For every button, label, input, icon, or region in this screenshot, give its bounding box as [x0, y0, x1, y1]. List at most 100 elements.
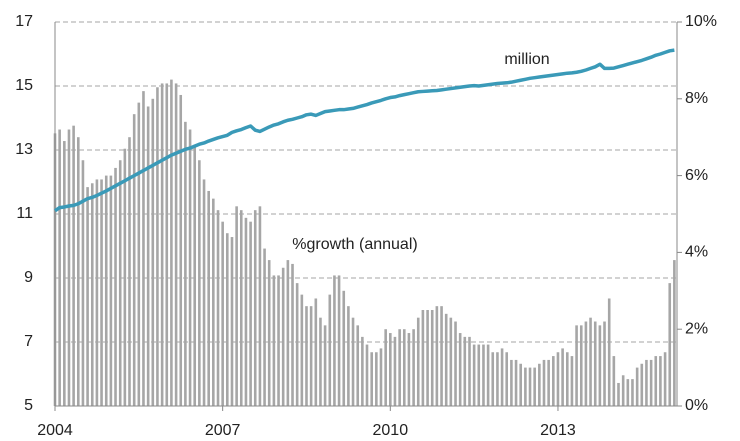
bar: [379, 348, 383, 406]
bar: [281, 267, 285, 406]
bar: [575, 325, 578, 406]
bar: [137, 102, 141, 406]
bar: [230, 237, 234, 406]
bar: [621, 375, 625, 406]
bar: [491, 352, 495, 406]
bar: [258, 206, 262, 406]
bar: [277, 275, 280, 406]
bar: [617, 382, 620, 406]
series-label: million: [504, 51, 549, 68]
bar: [90, 183, 94, 406]
bar: [272, 275, 276, 406]
bar: [389, 333, 392, 406]
bar: [649, 359, 653, 406]
bar: [156, 87, 159, 406]
bar: [244, 217, 248, 406]
y2-tick-label: 2%: [685, 320, 708, 337]
y2-tick-label: 8%: [685, 90, 708, 107]
bar: [640, 363, 644, 406]
bar: [486, 344, 490, 406]
bar: [607, 298, 611, 406]
bar: [295, 283, 299, 406]
bar: [249, 221, 252, 406]
line: [54, 48, 675, 213]
bar: [514, 359, 518, 406]
bar: [104, 175, 108, 406]
bar: [170, 79, 173, 406]
bar: [160, 83, 164, 406]
y2-tick-label: 4%: [685, 244, 708, 261]
bar: [552, 356, 555, 406]
bar: [393, 336, 397, 406]
bar: [225, 233, 229, 406]
bar: [430, 310, 434, 406]
bar: [626, 379, 630, 406]
bar: [174, 83, 178, 406]
bar: [86, 187, 89, 406]
bar: [58, 129, 61, 406]
bar: [63, 141, 66, 407]
bar: [347, 306, 350, 406]
bar: [556, 352, 560, 406]
bar: [402, 329, 406, 406]
bar: [184, 121, 187, 406]
bar: [565, 352, 569, 406]
bar: [631, 379, 634, 406]
bar: [179, 94, 183, 407]
bar: [659, 356, 662, 406]
bar: [239, 210, 243, 406]
bar: [463, 336, 467, 406]
y2-tick-label: 6%: [685, 167, 708, 184]
bar: [235, 206, 238, 406]
bar: [300, 294, 304, 406]
bar: [468, 336, 471, 406]
bar: [361, 336, 364, 406]
bar: [207, 190, 210, 406]
bar: [612, 356, 616, 406]
bar: [421, 310, 425, 406]
x-tick-label: 2013: [540, 422, 576, 439]
bar: [482, 344, 485, 406]
bar: [477, 344, 481, 406]
bar: [114, 167, 117, 406]
bar: [123, 148, 127, 406]
bar: [323, 325, 327, 406]
bar: [333, 275, 336, 406]
bar: [365, 344, 369, 406]
bar: [510, 359, 513, 406]
bar: [440, 306, 443, 406]
bar: [128, 137, 131, 406]
bar: [645, 359, 648, 406]
y-tick-label: 5: [24, 397, 33, 414]
bar: [589, 317, 592, 406]
bar: [454, 321, 457, 406]
bar: [528, 367, 532, 406]
y2-tick-label: 0%: [685, 397, 708, 414]
bar: [165, 83, 169, 406]
bar: [561, 348, 564, 406]
bar: [398, 329, 401, 406]
bar: [458, 333, 462, 406]
bar: [314, 298, 318, 406]
bar: [449, 317, 453, 406]
bar: [519, 363, 522, 406]
x-tick-label: 2007: [205, 422, 241, 439]
bar: [142, 91, 145, 407]
bar: [77, 137, 80, 406]
bar: [309, 306, 313, 406]
bar: [435, 306, 439, 406]
bar: [663, 352, 667, 406]
bar: [598, 325, 602, 406]
bar: [505, 352, 509, 406]
bar: [267, 260, 271, 406]
bar: [426, 310, 429, 406]
bar: [81, 160, 85, 406]
y-tick-label: 13: [15, 141, 33, 158]
bar: [291, 263, 294, 406]
bar: [370, 352, 374, 406]
bar: [253, 210, 257, 406]
bar: [118, 160, 122, 406]
bar: [412, 329, 415, 406]
bar: [286, 260, 290, 406]
bar: [524, 367, 527, 406]
